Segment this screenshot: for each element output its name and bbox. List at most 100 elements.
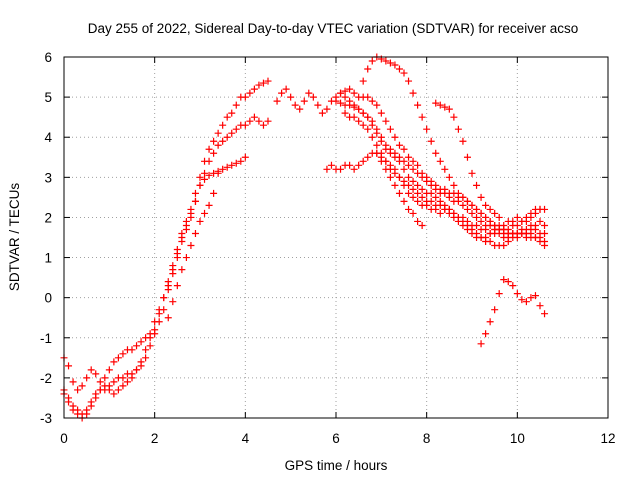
- data-point: [386, 145, 394, 153]
- data-point: [368, 133, 376, 141]
- data-point: [382, 117, 390, 125]
- data-point: [364, 93, 372, 101]
- data-point: [214, 169, 222, 177]
- data-point: [459, 213, 467, 221]
- data-point: [486, 318, 494, 326]
- data-point: [92, 370, 100, 378]
- data-point: [368, 57, 376, 65]
- x-axis: 0 2 4 6 8 10 12: [60, 57, 616, 446]
- data-point: [441, 103, 449, 111]
- data-point: [201, 175, 209, 183]
- data-point: [432, 193, 440, 201]
- data-point: [332, 97, 340, 105]
- data-point: [323, 165, 331, 173]
- x-tick-label: 8: [423, 431, 431, 446]
- data-point: [405, 161, 413, 169]
- x-tick-label: 12: [600, 431, 615, 446]
- data-point: [436, 209, 444, 217]
- data-point: [214, 141, 222, 149]
- data-point: [110, 378, 118, 386]
- data-point: [541, 229, 549, 237]
- data-point: [187, 209, 195, 217]
- data-point: [409, 165, 417, 173]
- data-point: [527, 294, 535, 302]
- data-point: [450, 113, 458, 121]
- data-point: [482, 330, 490, 338]
- data-point: [459, 193, 467, 201]
- data-point: [486, 217, 494, 225]
- data-point: [522, 225, 530, 233]
- data-point: [128, 346, 136, 354]
- data-point: [278, 89, 286, 97]
- data-point: [155, 306, 163, 314]
- data-point: [78, 382, 86, 390]
- data-point: [450, 181, 458, 189]
- data-point: [110, 358, 118, 366]
- data-point: [173, 250, 181, 258]
- data-point: [382, 141, 390, 149]
- data-point: [264, 117, 272, 125]
- y-tick-label: 0: [44, 291, 52, 306]
- data-point: [173, 282, 181, 290]
- grid: [64, 57, 608, 418]
- data-point: [259, 79, 267, 87]
- data-point: [400, 145, 408, 153]
- data-point: [119, 350, 127, 358]
- data-point: [137, 358, 145, 366]
- data-point: [373, 101, 381, 109]
- data-point: [178, 234, 186, 241]
- data-point: [405, 181, 413, 189]
- data-point: [513, 229, 521, 237]
- data-point: [65, 362, 73, 370]
- data-point: [169, 298, 177, 306]
- series-arc-12: [432, 99, 503, 221]
- data-point: [482, 225, 490, 233]
- data-point: [151, 318, 159, 326]
- data-point: [432, 149, 440, 157]
- data-point: [450, 189, 458, 197]
- data-point: [495, 229, 503, 237]
- y-tick-label: -2: [40, 371, 52, 386]
- data-point: [146, 342, 154, 350]
- data-point: [309, 93, 317, 101]
- data-point: [495, 290, 503, 298]
- series-arc-13: [477, 276, 549, 348]
- data-point: [128, 374, 136, 382]
- data-point: [305, 89, 313, 97]
- data-point: [441, 165, 449, 173]
- data-point: [246, 117, 254, 125]
- data-point: [445, 173, 453, 181]
- data-point: [468, 229, 476, 237]
- data-point: [414, 181, 422, 189]
- data-point: [296, 105, 304, 113]
- data-points: [60, 53, 549, 422]
- series-arc-3: [60, 153, 249, 422]
- data-point: [219, 137, 227, 145]
- x-axis-label: GPS time / hours: [285, 458, 388, 473]
- data-point: [500, 225, 508, 233]
- data-point: [459, 221, 467, 229]
- data-point: [341, 87, 349, 95]
- data-point: [119, 374, 127, 382]
- data-point: [205, 171, 213, 179]
- data-point: [350, 165, 358, 173]
- data-point: [87, 366, 95, 374]
- data-point: [536, 302, 544, 310]
- data-point: [445, 105, 453, 113]
- data-point: [96, 386, 104, 394]
- data-point: [513, 213, 521, 221]
- data-point: [255, 117, 263, 125]
- data-point: [196, 173, 204, 181]
- data-point: [133, 366, 141, 374]
- y-axis-label: SDTVAR / TECUs: [7, 183, 22, 292]
- data-point: [500, 242, 508, 250]
- data-point: [232, 101, 240, 109]
- data-point: [436, 101, 444, 109]
- data-point: [228, 161, 236, 169]
- data-point: [364, 113, 372, 121]
- data-point: [92, 394, 100, 402]
- data-point: [414, 189, 422, 197]
- data-point: [182, 221, 190, 229]
- data-point: [182, 254, 190, 262]
- data-point: [418, 113, 426, 121]
